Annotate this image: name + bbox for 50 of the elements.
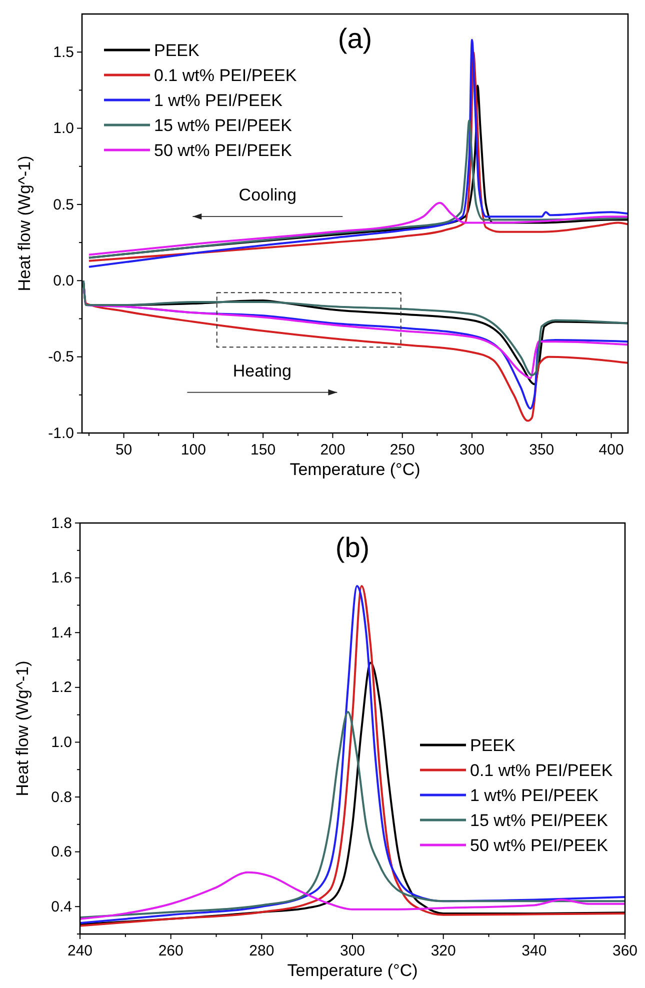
- annotation: Heating: [232, 361, 292, 380]
- y-tick-label: 1.0: [51, 734, 72, 751]
- x-tick-label: 280: [249, 942, 274, 960]
- y-tick-label: 1.8: [51, 514, 72, 532]
- legend-label: 0.1 wt% PEI/PEEK: [470, 761, 614, 780]
- x-tick-label: 400: [598, 442, 624, 458]
- y-tick-label: -0.5: [48, 348, 74, 366]
- x-tick-label: 300: [459, 442, 485, 458]
- x-tick-label: 360: [612, 942, 638, 960]
- legend-label: 0.1 wt% PEI/PEEK: [154, 66, 298, 85]
- line-series: [80, 871, 625, 920]
- legend-label: 15 wt% PEI/PEEK: [154, 116, 293, 135]
- annotation: Cooling: [238, 185, 296, 204]
- x-tick-label: 150: [250, 442, 276, 458]
- y-tick-label: 0.6: [51, 844, 72, 861]
- x-tick-label: 260: [158, 942, 184, 960]
- y-tick-label: 0.4: [51, 898, 72, 916]
- x-tick-label: 50: [115, 442, 132, 458]
- legend-label: 1 wt% PEI/PEEK: [470, 786, 600, 805]
- y-tick-label: 0.5: [53, 196, 74, 214]
- x-tick-label: 320: [430, 942, 456, 960]
- y-tick-label: 1.4: [51, 624, 72, 642]
- y-axis-title: Heat flow (Wg^-1): [13, 660, 32, 796]
- legend-label: PEEK: [470, 736, 516, 755]
- x-tick-label: 100: [180, 442, 206, 458]
- y-tick-label: 0.8: [51, 788, 72, 806]
- y-tick-label: 1.2: [51, 679, 72, 696]
- legend-label: 1 wt% PEI/PEEK: [154, 91, 284, 110]
- legend-label: 50 wt% PEI/PEEK: [154, 141, 293, 160]
- legend-label: 50 wt% PEI/PEEK: [470, 836, 609, 855]
- legend-label: PEEK: [154, 41, 200, 60]
- chart-title: (b): [335, 532, 370, 563]
- chart-title: (a): [338, 23, 372, 54]
- x-tick-label: 200: [320, 442, 346, 458]
- y-tick-label: -1.0: [48, 424, 74, 442]
- x-axis-title: Temperature (°C): [290, 460, 420, 479]
- legend-label: 15 wt% PEI/PEEK: [470, 811, 609, 830]
- x-axis-title: Temperature (°C): [287, 961, 418, 980]
- x-tick-label: 250: [390, 442, 415, 458]
- y-tick-label: 1.6: [51, 570, 72, 587]
- y-tick-label: 0.0: [53, 272, 74, 290]
- y-axis-title: Heat flow (Wg^-1): [15, 156, 34, 292]
- x-tick-label: 240: [67, 942, 93, 960]
- x-tick-label: 300: [340, 942, 366, 960]
- x-tick-label: 350: [529, 442, 554, 458]
- y-tick-label: 1.5: [53, 44, 74, 61]
- line-series: [88, 120, 628, 259]
- x-tick-label: 340: [522, 942, 547, 960]
- line-series: [80, 711, 625, 919]
- y-tick-label: 1.0: [53, 120, 74, 138]
